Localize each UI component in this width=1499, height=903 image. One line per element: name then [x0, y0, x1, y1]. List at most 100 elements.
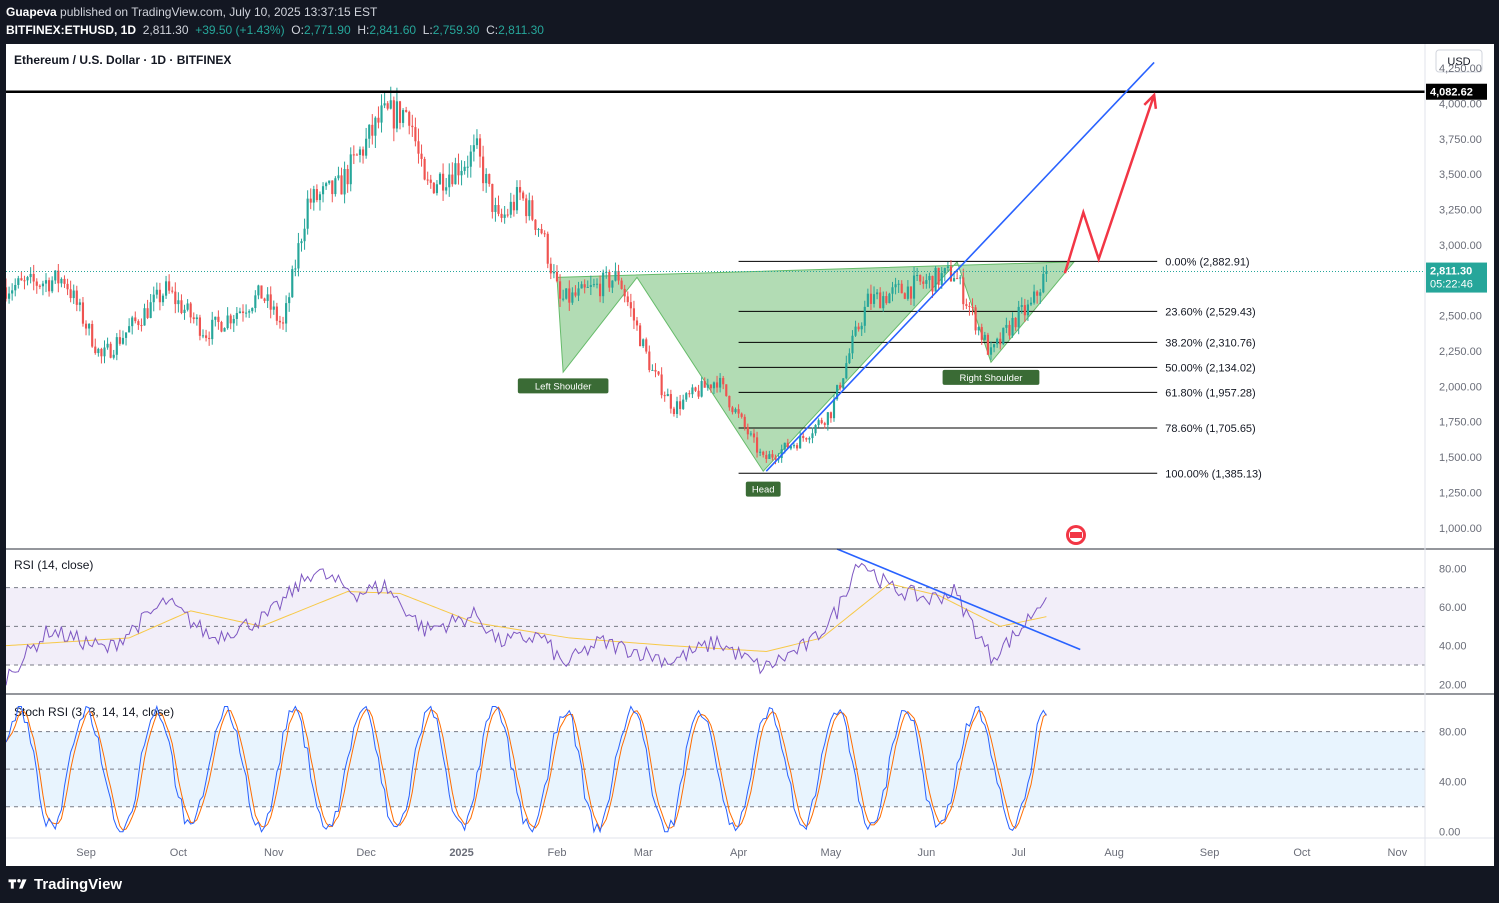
candle-body — [451, 174, 454, 185]
candle-body — [894, 284, 897, 288]
candle-body — [241, 311, 245, 313]
candle-body — [488, 174, 491, 184]
chart-canvas[interactable]: Ethereum / U.S. Dollar · 1D · BITFINEX 0.… — [4, 44, 1494, 866]
candle-body — [888, 293, 891, 304]
candle-body — [1029, 302, 1033, 305]
candle-body — [442, 173, 445, 191]
candle-body — [522, 192, 525, 199]
footer-bar: TradingView — [0, 866, 1499, 903]
candle-body — [54, 270, 57, 281]
candle-body — [315, 189, 318, 201]
candle-body — [11, 290, 14, 294]
candle-body — [57, 270, 60, 284]
candle-body — [1008, 324, 1011, 336]
candle-body — [682, 399, 685, 409]
time-tick-label: Oct — [1293, 847, 1310, 859]
candle-body — [876, 292, 879, 295]
candle-body — [968, 305, 971, 307]
candle-body — [595, 283, 599, 285]
candle-body — [398, 101, 402, 123]
candle-body — [91, 323, 94, 347]
time-tick-label: Mar — [634, 847, 653, 859]
pattern-label: Right Shoulder — [960, 373, 1023, 384]
candle-body — [1026, 304, 1030, 316]
candle-body — [679, 401, 682, 409]
low-value: 2,759.30 — [432, 23, 480, 37]
candle-body — [475, 138, 479, 146]
candle-body — [943, 267, 946, 274]
candle-body — [574, 292, 577, 296]
rsi-pane[interactable]: RSI (14, close) — [5, 548, 1425, 686]
candle-body — [201, 335, 205, 337]
currency-button — [1435, 49, 1483, 73]
candle-body — [309, 198, 312, 203]
tradingview-logo[interactable]: TradingView — [8, 876, 122, 893]
candle-body — [642, 339, 645, 347]
symbol-info: BITFINEX:ETHUSD, 1D 2,811.30 +39.50 (+1.… — [6, 23, 544, 37]
candle-body — [217, 316, 220, 322]
candle-body — [386, 103, 389, 109]
main-price-pane[interactable]: Ethereum / U.S. Dollar · 1D · BITFINEX 0.… — [4, 53, 1425, 545]
candle-body — [312, 189, 315, 203]
candle-body — [180, 300, 183, 313]
candle-body — [164, 281, 168, 296]
candle-body — [740, 413, 743, 417]
open-label: O: — [291, 23, 304, 37]
candle-body — [266, 294, 269, 301]
fib-level-label: 0.00% (2,882.91) — [1165, 256, 1249, 268]
stoch-tick-label: 40.00 — [1439, 777, 1467, 789]
candle-body — [749, 433, 752, 435]
candle-body — [220, 321, 223, 332]
candle-body — [491, 183, 494, 212]
candle-body — [1002, 327, 1005, 345]
candle-body — [106, 343, 109, 348]
candle-body — [48, 280, 51, 292]
candle-body — [414, 127, 417, 142]
candle-body — [1045, 271, 1048, 274]
time-tick-label: Jun — [917, 847, 935, 859]
candle-body — [648, 351, 651, 371]
candle-body — [198, 317, 201, 336]
author-name[interactable]: Guapeva — [6, 5, 57, 19]
last-price: 2,811.30 — [142, 23, 189, 37]
candle-body — [580, 284, 583, 289]
candle-body — [389, 100, 392, 109]
us-flag-icon — [1070, 532, 1082, 538]
candle-body — [725, 384, 728, 396]
stoch-rsi-pane[interactable]: Stoch RSI (3, 3, 14, 14, close) — [5, 704, 1425, 834]
candle-body — [51, 280, 54, 292]
candle-body — [281, 322, 285, 324]
candle-body — [423, 158, 426, 180]
chart-panel[interactable]: Ethereum / U.S. Dollar · 1D · BITFINEX 0.… — [4, 44, 1494, 866]
candle-body — [555, 271, 559, 282]
candle-body — [534, 219, 537, 230]
rsi-tick-label: 60.00 — [1439, 602, 1467, 614]
candle-body — [303, 228, 306, 242]
candle-body — [685, 393, 688, 400]
brand-name: TradingView — [34, 876, 123, 893]
candle-body — [949, 266, 953, 282]
candle-body — [728, 395, 731, 408]
candle-body — [497, 205, 500, 214]
candle-body — [765, 454, 768, 459]
candle-body — [799, 435, 802, 449]
candle-body — [445, 187, 448, 191]
candle-body — [448, 174, 451, 188]
time-tick-label: Feb — [547, 847, 566, 859]
candle-body — [645, 339, 648, 352]
candle-body — [697, 390, 700, 397]
candle-body — [84, 323, 88, 329]
candle-body — [466, 166, 469, 168]
low-label: L: — [422, 23, 433, 37]
candle-body — [306, 198, 309, 229]
candle-body — [897, 283, 900, 285]
candle-body — [605, 271, 608, 273]
close-value: 2,811.30 — [498, 23, 544, 37]
high-value: 2,841.60 — [369, 23, 417, 37]
pattern-label-box — [517, 378, 609, 394]
price-tick-label: 3,000.00 — [1439, 240, 1482, 252]
candle-body — [925, 280, 928, 284]
candle-body — [469, 151, 472, 167]
candle-body — [4, 287, 8, 299]
